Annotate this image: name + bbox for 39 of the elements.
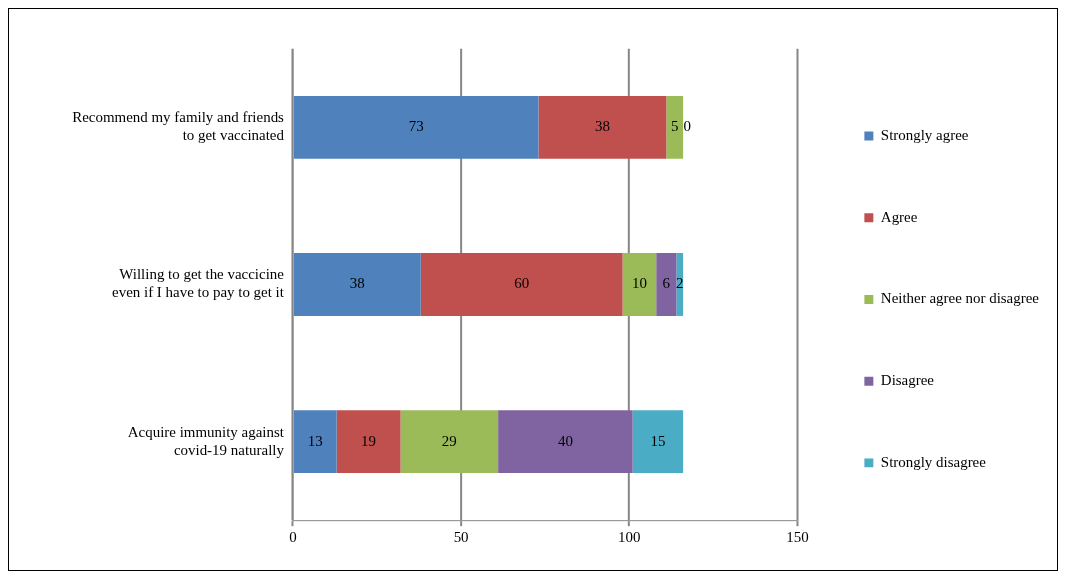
bar <box>336 410 401 474</box>
bar <box>293 253 421 316</box>
data-label: 73 <box>408 118 424 135</box>
legend-label: Strongly disagree <box>880 453 987 470</box>
data-label: 38 <box>594 118 610 135</box>
bar <box>632 410 684 474</box>
data-label: 60 <box>514 275 530 292</box>
x-tick-label: 50 <box>453 529 469 546</box>
bar <box>498 410 633 474</box>
legend-label: Strongly agree <box>880 126 969 143</box>
bar <box>666 95 684 159</box>
x-tick-label: 0 <box>289 529 297 546</box>
bar <box>293 410 337 474</box>
legend-label: Agree <box>880 208 918 225</box>
bar <box>538 95 667 159</box>
bar <box>400 410 499 474</box>
y-tick-label: Willing to get the vaccicine even if I have to pay to get it <box>112 266 285 301</box>
bar <box>420 253 623 316</box>
x-tick-label: 100 <box>618 529 641 546</box>
data-label: 0 <box>683 118 691 135</box>
data-label: 5 <box>670 118 679 135</box>
data-label: 19 <box>361 432 377 449</box>
data-label: 13 <box>307 432 323 449</box>
data-label: 29 <box>441 432 457 449</box>
data-label: 38 <box>349 275 365 292</box>
bar <box>293 95 539 159</box>
x-tick-label: 150 <box>786 529 809 546</box>
data-label: 6 <box>662 275 671 292</box>
legend-label: Neither agree nor disagree <box>880 290 1040 307</box>
data-label: 40 <box>557 432 573 449</box>
data-label: 15 <box>650 432 666 449</box>
y-tick-label: Acquire immunity against covid-19 naturally <box>127 423 285 458</box>
bar <box>622 253 657 316</box>
data-label: 2 <box>676 275 684 292</box>
legend-label: Disagree <box>880 372 935 389</box>
bar <box>676 253 684 316</box>
data-label: 10 <box>631 275 647 292</box>
y-tick-label: Recommend my family and friends to get vaccinated <box>72 109 285 144</box>
bar <box>656 253 677 316</box>
